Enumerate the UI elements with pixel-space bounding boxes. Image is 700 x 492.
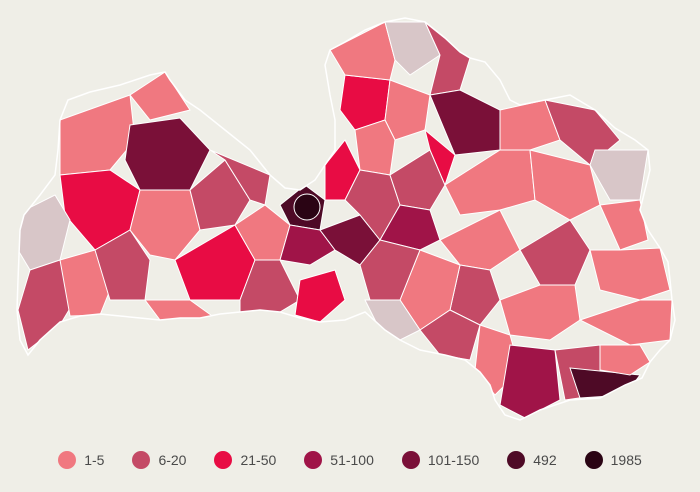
legend-swatch: [214, 451, 233, 469]
legend-label: 1-5: [84, 452, 105, 468]
legend-item-492: 492: [507, 451, 557, 469]
map-region-38: [519, 219, 591, 286]
map-region-22: [384, 21, 441, 76]
map-region-51: [599, 344, 651, 376]
map-region-17: [294, 269, 346, 323]
map-region-24: [384, 79, 431, 141]
legend-item-101-150: 101-150: [401, 451, 480, 469]
map-region-21: [329, 21, 396, 81]
country-outline: [16, 17, 676, 421]
legend-swatch: [132, 451, 151, 469]
legend-label: 492: [533, 452, 557, 468]
map-region-28: [379, 204, 441, 251]
map-region-9: [189, 159, 251, 231]
map-region-16: [279, 224, 336, 266]
map-region-37: [439, 209, 521, 271]
legend-item-6-20: 6-20: [132, 451, 186, 469]
legend-item-21-50: 21-50: [214, 451, 276, 469]
map-region-35: [529, 149, 601, 221]
map-regions: [17, 21, 673, 419]
map-region-7: [94, 229, 151, 301]
legend-label: 1985: [610, 452, 642, 468]
map-region-36: [599, 199, 649, 251]
legend-label: 6-20: [158, 452, 187, 468]
map-region-6: [59, 249, 111, 317]
map-region-27: [389, 149, 446, 211]
map-region-12: [209, 149, 271, 206]
legend-swatch: [401, 451, 420, 469]
map-region-41: [499, 284, 581, 341]
legend-swatch: [304, 451, 323, 469]
legend-swatch: [584, 451, 603, 469]
map-region-1: [129, 71, 191, 121]
map-region-2: [124, 117, 211, 191]
map-legend: 1-5 6-20 21-50 51-100 101-150 492 1985: [0, 440, 700, 480]
map-region-42: [578, 299, 673, 346]
map-region-25: [354, 119, 396, 176]
legend-item-1-5: 1-5: [58, 451, 104, 469]
legend-swatch: [58, 451, 77, 469]
map-region-33: [589, 149, 649, 201]
legend-label: 101-150: [427, 452, 480, 468]
map-region-0: [59, 94, 136, 176]
legend-item-51-100: 51-100: [304, 451, 374, 469]
map-region-4: [17, 194, 71, 271]
legend-label: 21-50: [240, 452, 277, 468]
map-region-riga: [293, 193, 321, 221]
map-region-46: [419, 309, 481, 361]
map-canvas: [16, 17, 676, 421]
choropleth-map: [16, 17, 676, 421]
legend-swatch: [507, 451, 526, 469]
map-region-39: [589, 247, 671, 301]
map-region-34: [444, 149, 536, 216]
legend-item-1985: 1985: [584, 451, 642, 469]
legend-label: 51-100: [330, 452, 374, 468]
